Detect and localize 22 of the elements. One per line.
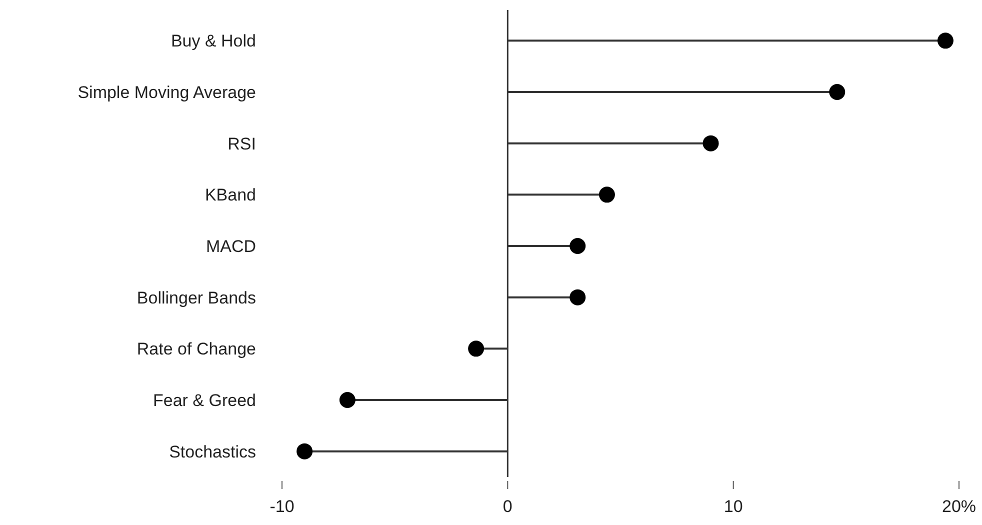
y-tick-label: MACD [206,236,256,256]
point [829,84,846,100]
y-tick-label: Rate of Change [136,340,256,359]
y-tick-label: Simple Moving Average [78,82,256,102]
point [296,443,313,460]
y-tick-label: Bollinger Bands [136,288,256,308]
point [468,340,484,357]
x-tick-label: 10 [724,497,743,516]
y-tick-label: Fear & Greed [153,390,256,410]
y-tick-label: Stochastics [169,442,256,462]
point [937,32,954,49]
point [702,135,719,152]
point [339,392,356,408]
x-tick-label: 20% [942,497,976,516]
x-tick-label: 0 [502,497,512,516]
y-tick-label: KBand [204,186,256,205]
y-tick-label: Buy & Hold [170,32,256,51]
point [570,289,586,306]
x-tick-label: -10 [270,497,294,516]
y-tick-label: RSI [228,134,256,154]
point [570,238,586,254]
point [598,186,615,203]
